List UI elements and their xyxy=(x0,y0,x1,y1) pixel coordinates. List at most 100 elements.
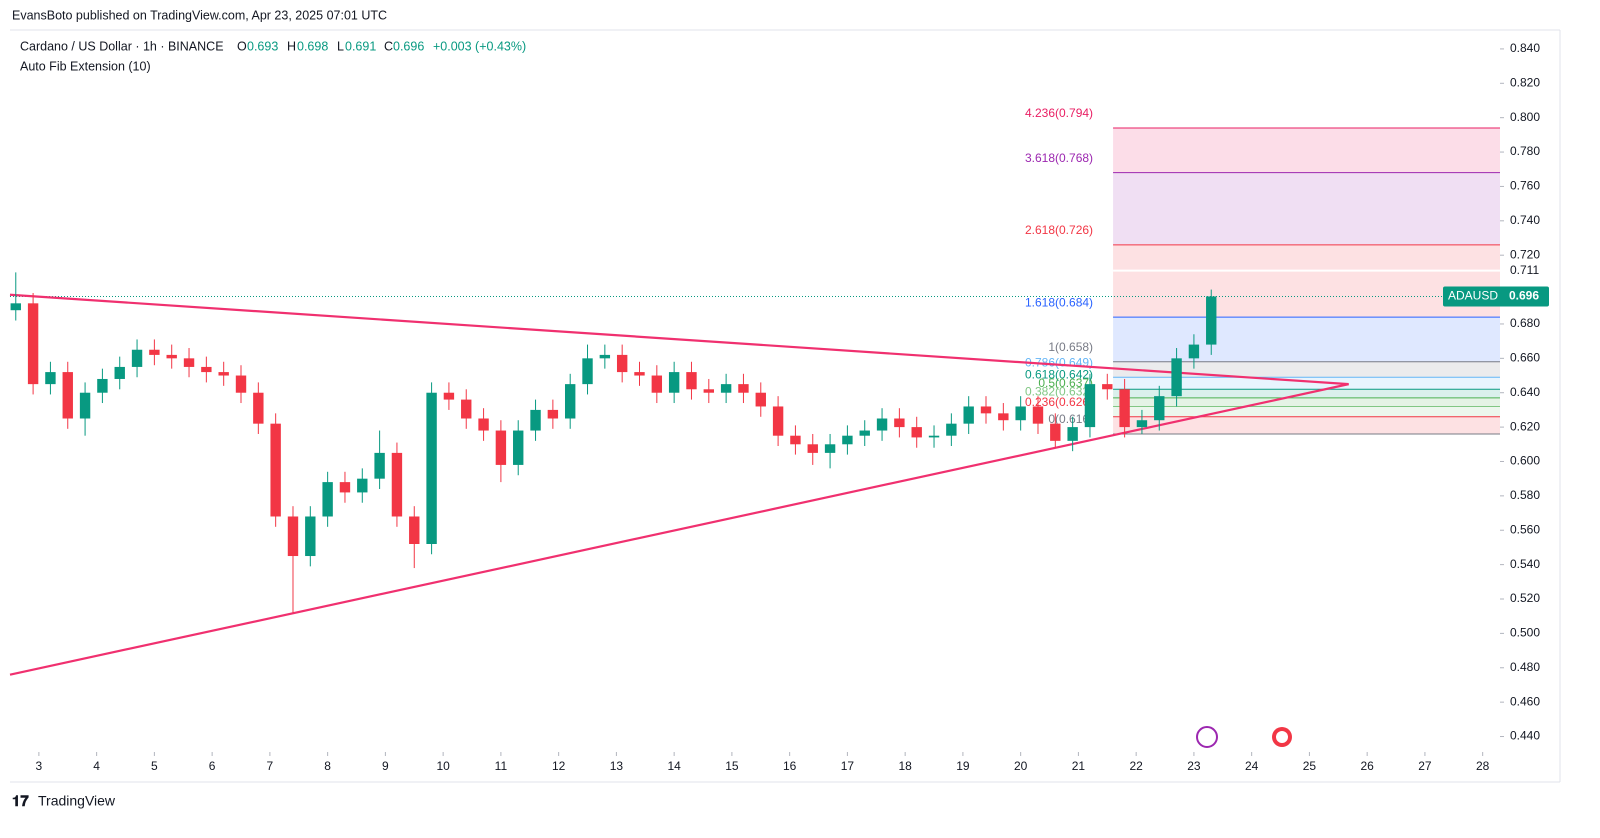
candle-body xyxy=(45,372,56,385)
ohlc-label: C xyxy=(384,39,393,53)
x-tick-label: 9 xyxy=(382,759,389,773)
candle-body xyxy=(772,406,784,436)
y-tick-label: 0.460 xyxy=(1510,694,1540,708)
candle-body xyxy=(686,372,697,390)
candle-body xyxy=(443,392,455,400)
candle-body xyxy=(859,430,870,436)
candle-body xyxy=(461,399,472,419)
y-tick-label: 0.540 xyxy=(1510,557,1540,571)
x-tick-label: 11 xyxy=(495,759,508,773)
fib-label: 0.236(0.626) xyxy=(1025,395,1093,409)
fib-band xyxy=(1113,244,1500,318)
y-tick-label: 0.640 xyxy=(1510,385,1540,399)
candle-body xyxy=(1032,406,1044,424)
y-tick-label: 0.820 xyxy=(1510,75,1540,89)
x-tick-label: 25 xyxy=(1303,759,1317,773)
x-tick-label: 16 xyxy=(783,759,797,773)
price-tag xyxy=(1443,286,1549,307)
event-icons xyxy=(1196,726,1292,748)
candle-body xyxy=(495,430,507,465)
icon[interactable] xyxy=(1276,731,1288,743)
x-tick-label: 13 xyxy=(610,759,624,773)
candle-body xyxy=(201,366,212,373)
candle-body xyxy=(253,392,264,424)
fib-band xyxy=(1113,377,1500,390)
candle-body xyxy=(270,423,281,517)
candle-body xyxy=(62,372,73,419)
candle-body xyxy=(703,389,714,393)
logo: 𝟏𝟕 xyxy=(12,793,29,810)
candle-body xyxy=(963,406,974,424)
fib-label: 0.618(0.642) xyxy=(1025,367,1093,381)
candle-body xyxy=(668,372,680,393)
candle-body xyxy=(1188,344,1200,359)
candle-body xyxy=(391,452,403,517)
x-tick-label: 14 xyxy=(667,759,681,773)
candle-body xyxy=(97,378,108,393)
x-tick-label: 4 xyxy=(93,759,100,773)
fib-band xyxy=(1113,361,1500,378)
candle-body xyxy=(1015,406,1026,421)
candle-body xyxy=(738,384,749,393)
fib-band xyxy=(1113,406,1500,417)
candle-body xyxy=(564,384,576,419)
candle-body xyxy=(807,444,818,453)
candle-body xyxy=(305,516,316,557)
candle-body xyxy=(322,482,333,517)
candle-body xyxy=(1102,384,1113,390)
ohlc-value: 0.691 xyxy=(345,39,376,53)
publisher: EvansBoto published on TradingView.com, … xyxy=(12,8,387,22)
candle-body xyxy=(634,372,645,376)
ohlc-label: O xyxy=(237,39,247,53)
candle-body xyxy=(235,375,247,393)
candle-body xyxy=(166,354,177,359)
x-tick-label: 7 xyxy=(267,759,274,773)
x-tick-label: 19 xyxy=(956,759,970,773)
candle-body xyxy=(1136,420,1148,428)
x-tick-label: 24 xyxy=(1245,759,1259,773)
x-tick-label: 20 xyxy=(1014,759,1028,773)
candle-body xyxy=(547,409,559,419)
x-tick-label: 22 xyxy=(1129,759,1143,773)
x-tick-label: 15 xyxy=(725,759,739,773)
price-tag-name: ADAUSD xyxy=(1448,289,1498,303)
x-tick-label: 8 xyxy=(324,759,331,773)
y-tick-label: 0.500 xyxy=(1510,626,1540,640)
x-tick-label: 5 xyxy=(151,759,158,773)
plot: 0.440 0.460 0.480 0.500 0.520 0.540 0.560 0.580… xyxy=(9,41,1540,773)
level-tag xyxy=(1503,262,1545,279)
y-tick-label: 0.840 xyxy=(1510,41,1540,55)
fib-band xyxy=(1113,127,1500,173)
candle-body xyxy=(582,358,593,385)
candle-body xyxy=(1067,427,1078,441)
x-tick-label: 10 xyxy=(436,759,450,773)
ohlc-value: 0.693 xyxy=(247,39,278,53)
candle-body xyxy=(1050,423,1061,441)
y-tick-label: 0.660 xyxy=(1510,351,1540,365)
x-tick-label: 28 xyxy=(1476,759,1490,773)
candle-body xyxy=(1171,358,1182,397)
y-tick-label: 0.620 xyxy=(1510,419,1540,433)
candle-body xyxy=(755,392,766,407)
candle-body xyxy=(1154,396,1165,421)
ohlc-value: 0.698 xyxy=(297,39,328,53)
candle-body xyxy=(1119,389,1130,428)
fib-label: 0.5(0.637) xyxy=(1038,376,1093,390)
change: +0.003 (+0.43%) xyxy=(433,39,526,53)
fib-band xyxy=(1113,397,1500,407)
candle-body xyxy=(1206,296,1217,345)
candle-body xyxy=(27,303,39,385)
candle-body xyxy=(824,444,836,453)
candle-body xyxy=(599,354,611,359)
icon[interactable] xyxy=(1196,726,1218,748)
candle-body xyxy=(911,427,922,438)
fib-label: 0.382(0.632) xyxy=(1025,385,1093,399)
candle-body xyxy=(426,392,437,544)
trendline xyxy=(9,293,1349,386)
candle-body xyxy=(287,516,299,557)
y-tick-label: 0.740 xyxy=(1510,213,1540,227)
candle-body xyxy=(980,406,992,414)
candle-body xyxy=(131,349,143,367)
